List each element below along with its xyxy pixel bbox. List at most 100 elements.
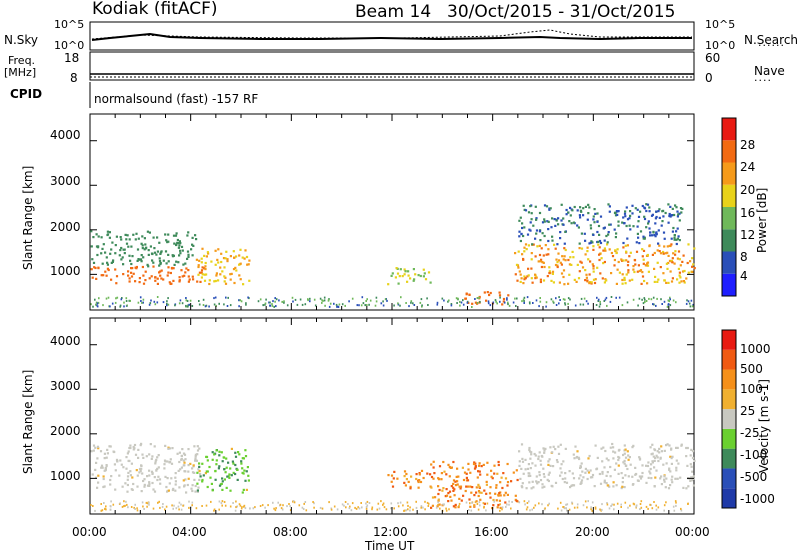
echo-cell bbox=[183, 274, 186, 277]
echo-cell bbox=[417, 480, 420, 484]
echo-cell bbox=[201, 462, 204, 465]
echo-cell bbox=[137, 237, 140, 240]
echo-cell bbox=[668, 259, 672, 262]
echo-cell bbox=[152, 488, 155, 491]
echo-cell bbox=[578, 214, 581, 217]
ground-scatter-cell bbox=[247, 296, 249, 299]
echo-cell bbox=[177, 242, 180, 245]
echo-cell bbox=[637, 220, 640, 223]
echo-cell bbox=[176, 452, 179, 455]
ground-scatter-cell bbox=[368, 502, 371, 504]
echo-cell bbox=[194, 455, 197, 458]
ground-scatter-cell bbox=[599, 300, 601, 303]
ground-scatter-cell bbox=[462, 299, 464, 302]
ground-scatter-cell bbox=[125, 297, 128, 300]
ground-scatter-cell bbox=[275, 507, 277, 510]
ground-scatter-cell bbox=[645, 505, 648, 508]
echo-cell bbox=[478, 470, 481, 473]
echo-cell bbox=[538, 451, 541, 454]
echo-cell bbox=[538, 474, 541, 477]
echo-cell bbox=[686, 261, 689, 265]
echo-cell bbox=[560, 219, 563, 222]
echo-cell bbox=[589, 227, 593, 230]
echo-cell bbox=[506, 462, 509, 466]
ground-scatter-cell bbox=[182, 504, 184, 507]
ground-scatter-cell bbox=[360, 304, 363, 307]
echo-cell bbox=[437, 498, 440, 501]
echo-cell bbox=[628, 255, 631, 258]
echo-cell bbox=[521, 482, 524, 485]
echo-cell bbox=[678, 239, 681, 242]
colorbar-frame bbox=[721, 329, 737, 509]
echo-cell bbox=[204, 261, 207, 265]
echo-cell bbox=[429, 473, 432, 476]
echo-cell bbox=[629, 210, 632, 213]
echo-cell bbox=[523, 208, 526, 211]
echo-cell bbox=[477, 494, 480, 498]
echo-cell bbox=[217, 261, 220, 264]
echo-cell bbox=[96, 246, 100, 249]
xtick-1600: 16:00 bbox=[474, 525, 509, 539]
echo-cell bbox=[154, 276, 157, 279]
echo-cell bbox=[622, 241, 625, 245]
echo-cell bbox=[477, 470, 480, 473]
ground-scatter-cell bbox=[666, 305, 669, 308]
echo-cell bbox=[606, 471, 609, 474]
echo-cell bbox=[615, 232, 618, 235]
echo-cell bbox=[223, 478, 226, 481]
echo-cell bbox=[649, 446, 652, 449]
echo-cell bbox=[654, 275, 657, 278]
echo-cell bbox=[179, 468, 182, 471]
ground-scatter-cell bbox=[121, 505, 124, 508]
echo-cell bbox=[141, 453, 144, 456]
echo-cell bbox=[480, 465, 483, 468]
ground-scatter-cell bbox=[457, 297, 459, 300]
echo-cell bbox=[628, 217, 631, 220]
echo-cell bbox=[598, 239, 602, 243]
ground-scatter-cell bbox=[510, 507, 512, 510]
ground-scatter-cell bbox=[202, 298, 205, 301]
echo-cell bbox=[391, 485, 395, 488]
echo-cell bbox=[182, 479, 185, 482]
echo-cell bbox=[678, 281, 681, 284]
ground-scatter-cell bbox=[366, 500, 369, 503]
echo-cell bbox=[201, 273, 204, 276]
ground-scatter-cell bbox=[225, 296, 227, 299]
axis-ticks bbox=[89, 114, 695, 514]
ground-scatter-cell bbox=[419, 301, 422, 304]
echo-cell bbox=[632, 483, 635, 486]
echo-cell bbox=[490, 469, 493, 472]
echo-cell bbox=[614, 451, 617, 454]
ground-scatter-cell bbox=[594, 507, 597, 510]
ground-scatter-cell bbox=[96, 304, 98, 307]
echo-cell bbox=[419, 480, 423, 484]
ground-scatter-cell bbox=[412, 302, 414, 305]
echo-cell bbox=[656, 456, 659, 459]
echo-cell bbox=[106, 261, 109, 264]
ground-scatter-cell bbox=[393, 507, 395, 510]
echo-cell bbox=[211, 489, 214, 492]
echo-cell bbox=[655, 215, 658, 219]
vel-cbar-tick-25: 25 bbox=[740, 404, 756, 418]
echo-cell bbox=[690, 465, 693, 468]
power-cbar-tick-16: 16 bbox=[740, 206, 756, 220]
echo-cell bbox=[656, 261, 659, 264]
echo-cell bbox=[417, 486, 420, 489]
ground-scatter-cell bbox=[538, 502, 540, 505]
echo-cell bbox=[640, 282, 643, 285]
echo-cell bbox=[476, 476, 479, 479]
ground-scatter-cell bbox=[365, 300, 367, 302]
echo-cell bbox=[577, 456, 580, 459]
echo-cell bbox=[659, 252, 663, 255]
echo-cell bbox=[535, 217, 538, 220]
ground-scatter-cell bbox=[271, 304, 274, 307]
echo-cell bbox=[422, 268, 425, 271]
ground-scatter-cell bbox=[597, 298, 600, 301]
ground-scatter-cell bbox=[245, 303, 247, 306]
ground-scatter-cell bbox=[319, 506, 322, 509]
echo-cell bbox=[654, 217, 657, 220]
ground-scatter-cell bbox=[547, 504, 549, 507]
echo-cell bbox=[151, 259, 154, 262]
echo-cell bbox=[236, 478, 239, 481]
echo-cell bbox=[540, 247, 543, 250]
